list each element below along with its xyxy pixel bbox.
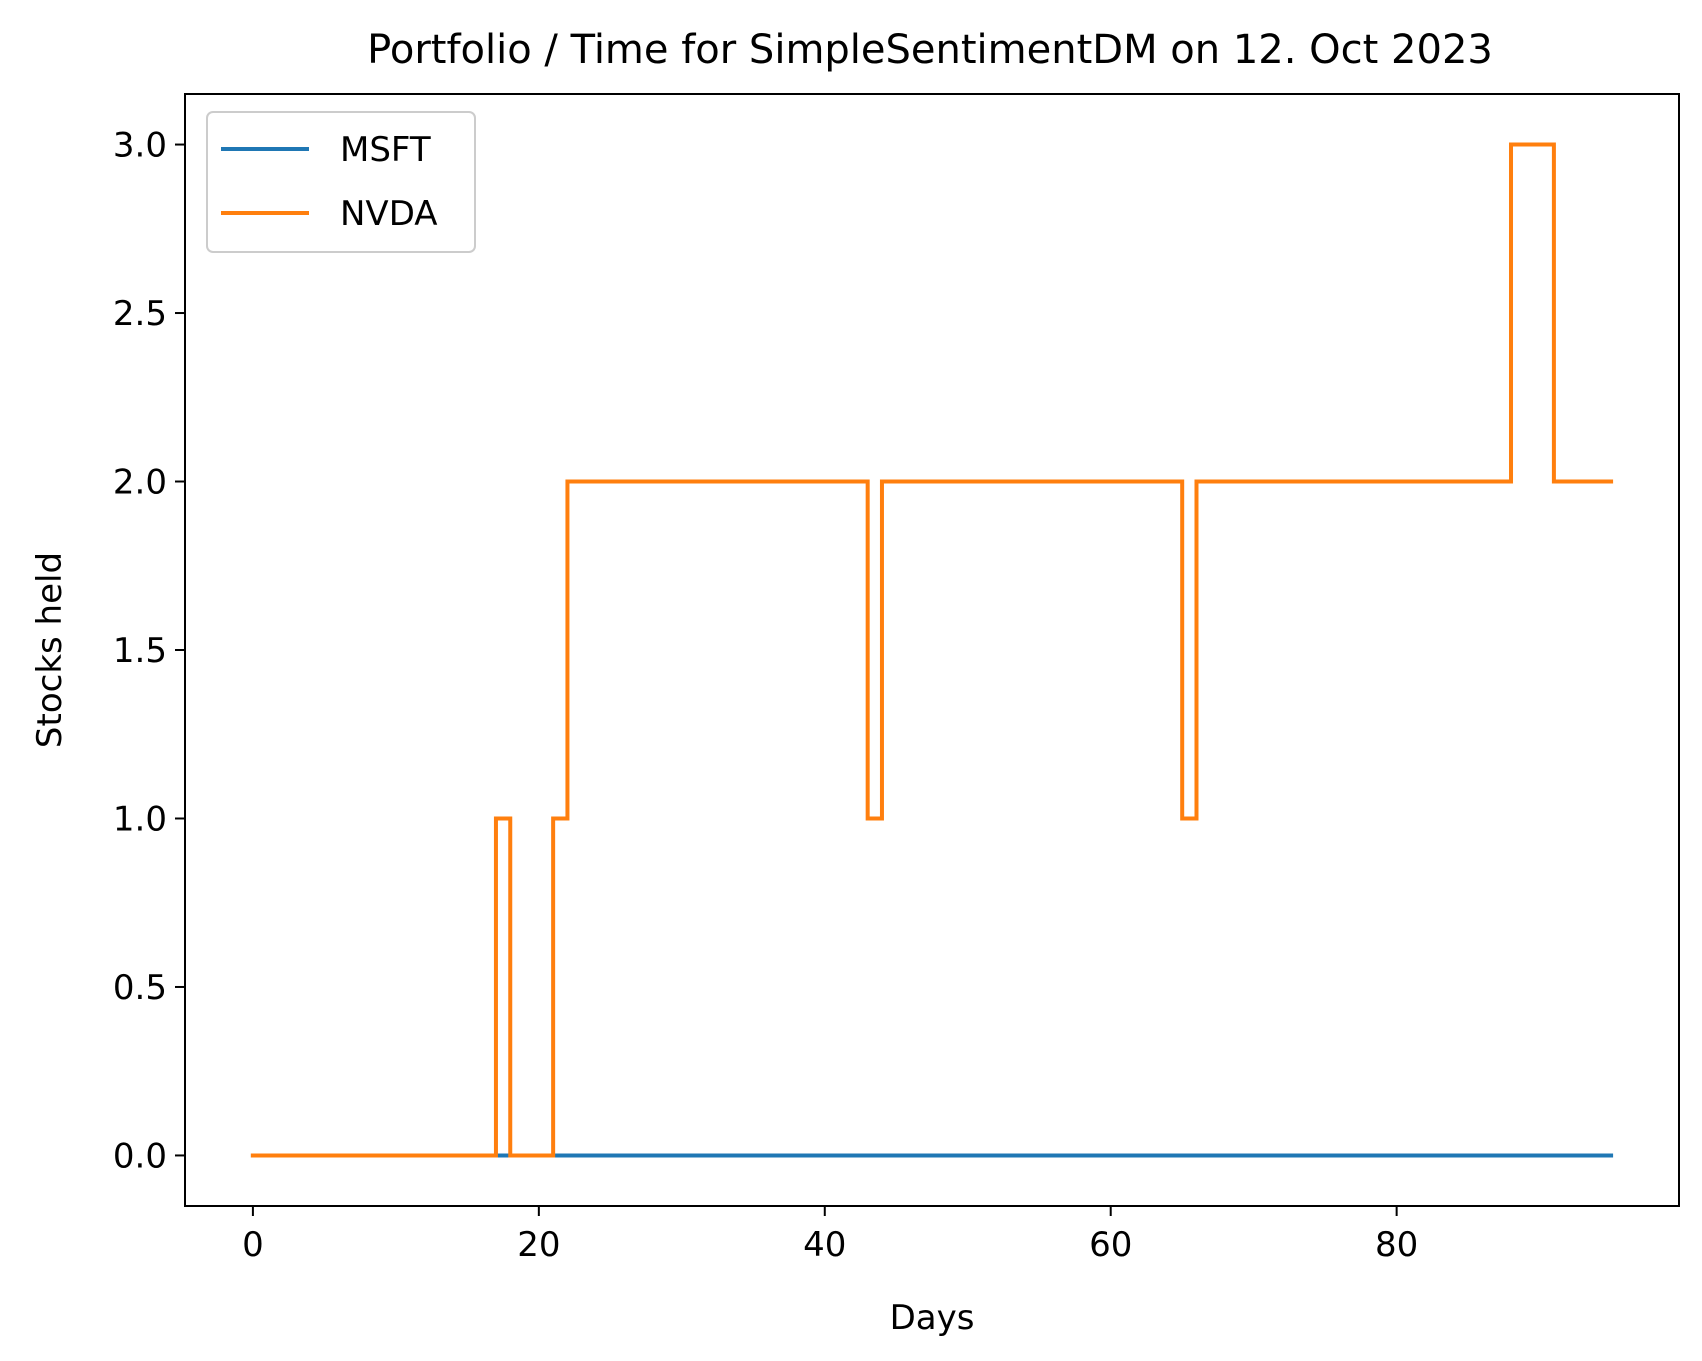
y-axis: 0.0 0.5 1.0 1.5 2.0 2.5 3.0 — [113, 126, 185, 1176]
y-axis-label: Stocks held — [30, 552, 70, 748]
x-tick-label: 60 — [1089, 1225, 1132, 1265]
chart-title: Portfolio / Time for SimpleSentimentDM o… — [367, 27, 1493, 73]
legend-label-nvda: NVDA — [340, 194, 438, 234]
legend: MSFT NVDA — [206, 111, 476, 253]
y-tick-label: 1.5 — [113, 631, 167, 671]
series-line-nvda — [250, 142, 1614, 1158]
x-tick-label: 20 — [517, 1225, 560, 1265]
legend-label-msft: MSFT — [340, 130, 431, 170]
y-tick-label: 0.5 — [113, 968, 167, 1008]
y-tick-label: 1.0 — [113, 799, 167, 839]
x-tick-label: 0 — [242, 1225, 264, 1265]
series-layer — [250, 142, 1614, 1158]
y-tick-label: 2.0 — [113, 463, 167, 503]
x-tick-label: 80 — [1375, 1225, 1418, 1265]
x-axis-label: Days — [890, 1298, 975, 1338]
x-tick-label: 40 — [803, 1225, 846, 1265]
x-axis: 0 20 40 60 80 — [242, 1206, 1418, 1265]
y-tick-label: 3.0 — [113, 126, 167, 166]
y-tick-label: 0.0 — [113, 1136, 167, 1176]
y-tick-label: 2.5 — [113, 294, 167, 334]
